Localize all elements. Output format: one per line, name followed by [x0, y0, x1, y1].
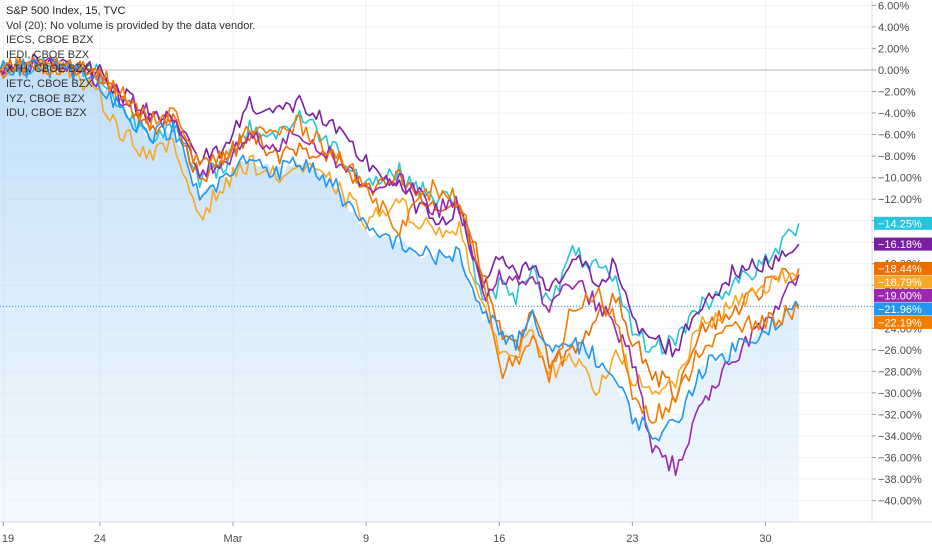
price-tag-label: −16.18%: [878, 239, 922, 251]
series-line-3[interactable]: [0, 56, 800, 403]
y-tick-label: −4.00%: [878, 108, 916, 120]
legend-line-iecs[interactable]: IECS, CBOE BZX: [6, 34, 94, 47]
y-tick-label: −26.00%: [878, 345, 922, 357]
y-tick-label: −38.00%: [878, 474, 922, 486]
y-tick-label: 4.00%: [878, 22, 909, 34]
price-tag-bg: [874, 261, 932, 275]
legend-line-iyz[interactable]: IYZ, CBOE BZX: [6, 92, 85, 105]
price-tag-bg: [874, 216, 932, 230]
index-area-fill: [0, 62, 799, 523]
y-tick-label: 2.00%: [878, 43, 909, 55]
legend-line-ietc[interactable]: IETC, CBOE BZX: [6, 77, 93, 90]
price-tag-bg: [874, 302, 932, 316]
price-tags: −14.25% −16.18% −18.44% −18.79%−19.00% −21.9…: [874, 216, 932, 329]
y-tick-label: −12.00%: [878, 194, 922, 206]
y-tick-label: −28.00%: [878, 366, 922, 378]
x-tick-label: 16: [493, 533, 505, 545]
x-tick-label: 9: [363, 533, 369, 545]
y-tick-label: 0.00%: [878, 65, 909, 77]
series-line-7[interactable]: [0, 58, 800, 424]
y-axis: 6.00% 4.00% 2.00% 0.00% −2.00% −4.00% −6.00% −8…: [871, 0, 922, 522]
price-tag-bg: [874, 237, 932, 251]
price-tag-label: −18.79%: [878, 277, 922, 289]
price-tag-bg: [874, 315, 932, 329]
price-tag-label: −21.96%: [878, 304, 922, 316]
legend-line-idu[interactable]: IDU, CBOE BZX: [6, 107, 87, 120]
price-tag-label: −18.44%: [878, 263, 922, 275]
x-axis: 19 24 Mar 9 16 23 30: [0, 521, 932, 545]
series-line-2[interactable]: [0, 53, 800, 358]
y-tick-label: −6.00%: [878, 130, 916, 142]
price-tag-label: −22.19%: [878, 317, 922, 329]
index-area: [0, 62, 872, 523]
legend: S&P 500 Index, 15, TVC Vol (20): No volu…: [6, 4, 255, 121]
y-tick-label: −32.00%: [878, 409, 922, 421]
y-tick-label: −40.00%: [878, 495, 922, 507]
x-tick-label: Mar: [224, 533, 243, 545]
price-tag-bg: [874, 275, 932, 289]
x-tick-label: 23: [626, 533, 638, 545]
y-tick-label: −8.00%: [878, 151, 916, 163]
series-lines: [0, 53, 800, 477]
y-tick-label: −30.00%: [878, 388, 922, 400]
legend-line-xth[interactable]: XTH, CBOE BZX: [6, 63, 90, 76]
y-tick-label: −2.00%: [878, 86, 916, 98]
price-tag-bg: [874, 288, 932, 302]
series-line-5[interactable]: [0, 56, 800, 477]
y-tick-label: −36.00%: [878, 452, 922, 464]
x-tick-label: 19: [2, 533, 14, 545]
legend-line-iedi[interactable]: IEDI, CBOE BZX: [6, 48, 90, 61]
legend-volume[interactable]: Vol (20): No volume is provided by the d…: [6, 19, 256, 32]
y-tick-label: 6.00%: [878, 0, 909, 12]
series-line-4[interactable]: [0, 56, 800, 397]
price-tag-label: −14.25%: [878, 218, 922, 230]
price-tag-label: −19.00%: [878, 290, 922, 302]
y-tick-label: −34.00%: [878, 431, 922, 443]
y-tick-label: −10.00%: [878, 173, 922, 185]
x-tick-label: 30: [759, 533, 771, 545]
legend-title[interactable]: S&P 500 Index, 15, TVC: [6, 5, 126, 17]
x-tick-label: 24: [94, 533, 106, 545]
